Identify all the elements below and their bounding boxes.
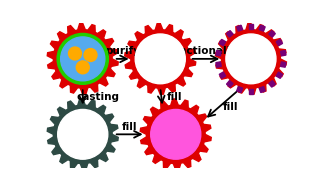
Polygon shape [259,87,265,92]
Ellipse shape [135,34,185,84]
Text: functionalise: functionalise [168,46,244,56]
Polygon shape [140,99,211,170]
Polygon shape [248,89,253,94]
Text: casting: casting [77,92,120,102]
Ellipse shape [151,109,201,159]
Polygon shape [269,81,275,87]
Polygon shape [276,39,282,46]
Polygon shape [215,23,286,94]
Polygon shape [276,72,282,78]
Polygon shape [47,23,118,94]
Polygon shape [227,31,233,37]
Ellipse shape [226,34,276,84]
Ellipse shape [84,49,97,61]
Polygon shape [216,50,221,56]
Polygon shape [248,24,253,29]
Polygon shape [237,25,243,31]
Polygon shape [281,62,286,67]
Polygon shape [259,25,265,31]
Polygon shape [125,23,196,94]
Polygon shape [219,39,226,46]
Text: purify: purify [105,46,140,56]
Ellipse shape [57,33,108,84]
Ellipse shape [76,61,89,74]
Polygon shape [216,62,221,67]
Polygon shape [219,72,226,78]
Ellipse shape [61,37,105,81]
Polygon shape [269,31,275,37]
Polygon shape [227,81,233,87]
Polygon shape [47,99,118,170]
Text: fill: fill [122,122,137,132]
Polygon shape [237,87,243,92]
Polygon shape [281,50,286,56]
Ellipse shape [58,109,108,159]
Ellipse shape [68,47,82,60]
Text: fill: fill [167,92,182,102]
Text: fill: fill [222,102,238,112]
